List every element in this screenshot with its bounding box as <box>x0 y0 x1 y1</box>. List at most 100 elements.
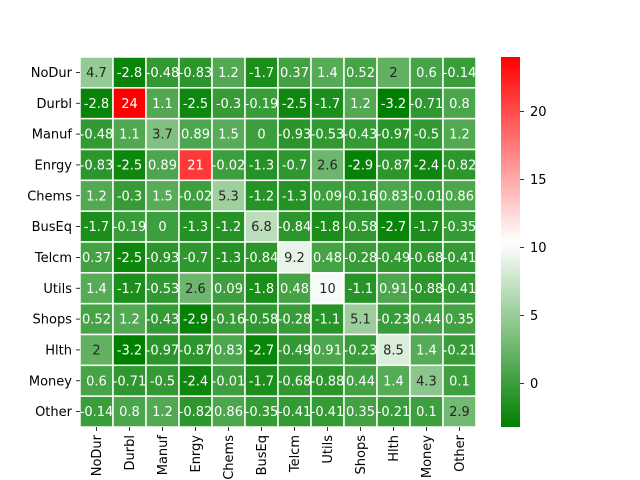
x-tick-label: Durbl <box>123 435 138 470</box>
cell-value-label: -0.23 <box>344 343 378 358</box>
heatmap-cell <box>112 179 147 212</box>
cell-value-label: -0.71 <box>113 374 147 389</box>
x-tick-label: Money <box>420 435 435 478</box>
x-tick-label: Telcm <box>288 435 303 473</box>
cell-value-label: -1.8 <box>315 220 340 235</box>
heatmap-cell <box>277 117 312 151</box>
cell-value-label: -0.82 <box>179 405 213 420</box>
cell-value-label: 8.5 <box>383 343 404 358</box>
cell-value-label: -1.2 <box>249 189 274 204</box>
cell-value-label: 0.35 <box>445 313 474 328</box>
x-tick-label: Utils <box>321 435 336 464</box>
colorbar-tick-label: 5 <box>530 309 538 324</box>
heatmap-cell-labels: 4.7 -2.8 -0.48 -0.83 1.2 -1.7 0.37 1.4 0.52 2 0.6-… <box>80 66 477 420</box>
cell-value-label: 0.83 <box>379 189 408 204</box>
cell-value-label: 1.2 <box>350 97 371 112</box>
cell-value-label: 0.86 <box>445 189 474 204</box>
heatmap-cell <box>145 117 180 151</box>
cell-value-label: -0.01 <box>212 374 246 389</box>
cell-value-label: 0.1 <box>449 374 470 389</box>
cell-value-label: -1.7 <box>249 374 274 389</box>
y-tick-label: Shops <box>33 313 73 328</box>
heatmap-cell <box>310 302 345 336</box>
cell-value-label: -1.7 <box>117 282 142 297</box>
cell-value-label: 21 <box>187 158 204 173</box>
cell-value-label: -0.84 <box>245 251 279 266</box>
cell-value-label: -0.49 <box>377 251 411 266</box>
cell-value-label: 0.83 <box>214 343 243 358</box>
heatmap-cell <box>178 210 213 243</box>
cell-value-label: -1.3 <box>249 158 274 173</box>
cell-value-label: -0.41 <box>443 282 477 297</box>
cell-value-label: 0.8 <box>449 97 470 112</box>
heatmap-cell <box>244 241 279 274</box>
cell-value-label: -0.02 <box>179 189 213 204</box>
cell-value-label: 0.52 <box>82 313 111 328</box>
cell-value-label: 1.4 <box>416 343 437 358</box>
x-axis: NoDur Durbl Manuf Enrgy Chems BusEq Telcm Utils… <box>90 427 468 480</box>
cell-value-label: -2.4 <box>414 158 439 173</box>
cell-value-label: -0.5 <box>414 128 439 143</box>
cell-value-label: -2.8 <box>117 66 142 81</box>
heatmap-cell <box>310 364 345 397</box>
cell-value-label: -1.7 <box>249 66 274 81</box>
cell-value-label: -0.28 <box>344 251 378 266</box>
heatmap-cell <box>376 395 411 428</box>
heatmap-cell <box>376 241 411 274</box>
x-tick-label: Other <box>453 434 468 472</box>
heatmap-cell <box>310 56 345 89</box>
colorbar: 0 5 10 15 20 <box>501 57 547 427</box>
cell-value-label: 2.6 <box>317 158 338 173</box>
heatmap-cell <box>79 364 114 397</box>
heatmap-cell <box>409 364 444 397</box>
heatmap-cell <box>211 117 246 151</box>
heatmap-cell <box>211 87 246 120</box>
cell-value-label: -0.16 <box>344 189 378 204</box>
heatmap-cell <box>442 210 477 243</box>
cell-value-label: 0.89 <box>181 128 210 143</box>
cell-value-label: -0.41 <box>443 251 477 266</box>
y-tick-label: Other <box>35 405 73 420</box>
cell-value-label: -1.7 <box>84 220 109 235</box>
cell-value-label: 4.7 <box>86 66 107 81</box>
heatmap-cell <box>442 333 477 367</box>
cell-value-label: -0.43 <box>344 128 378 143</box>
cell-value-label: -0.83 <box>80 158 114 173</box>
heatmap-cell <box>442 117 477 151</box>
cell-value-label: -0.19 <box>245 97 279 112</box>
heatmap-cell <box>277 241 312 274</box>
cell-value-label: -0.53 <box>311 128 345 143</box>
x-tick-label: BusEq <box>255 435 270 475</box>
y-tick-label: Telcm <box>34 251 72 266</box>
cell-value-label: 1.2 <box>86 189 107 204</box>
heatmap-cell <box>376 56 411 89</box>
cell-value-label: 24 <box>121 97 138 112</box>
cell-value-label: -0.49 <box>278 343 312 358</box>
cell-value-label: -0.01 <box>410 189 444 204</box>
cell-value-label: 0.89 <box>148 158 177 173</box>
heatmap-cell <box>310 333 345 367</box>
cell-value-label: -0.48 <box>80 128 114 143</box>
heatmap-cell <box>79 272 114 305</box>
cell-value-label: -1.2 <box>216 220 241 235</box>
heatmap-cell <box>343 364 378 397</box>
y-tick-label: Utils <box>43 282 72 297</box>
heatmap-cell <box>211 272 246 305</box>
cell-value-label: 2.9 <box>449 405 470 420</box>
cell-value-label: 0.48 <box>280 282 309 297</box>
cell-value-label: 1.5 <box>218 128 239 143</box>
cell-value-label: 0 <box>257 128 265 143</box>
cell-value-label: -1.3 <box>282 189 307 204</box>
cell-value-label: -0.21 <box>377 405 411 420</box>
colorbar-tick-label: 15 <box>530 173 547 188</box>
heatmap-cell <box>442 272 477 305</box>
cell-value-label: 5.1 <box>350 313 371 328</box>
cell-value-label: -0.84 <box>278 220 312 235</box>
cell-value-label: 0.44 <box>346 374 375 389</box>
heatmap-cell <box>442 241 477 274</box>
cell-value-label: 2 <box>92 343 100 358</box>
colorbar-tick-label: 10 <box>530 241 547 256</box>
cell-value-label: 4.3 <box>416 374 437 389</box>
cell-value-label: 0.44 <box>412 313 441 328</box>
